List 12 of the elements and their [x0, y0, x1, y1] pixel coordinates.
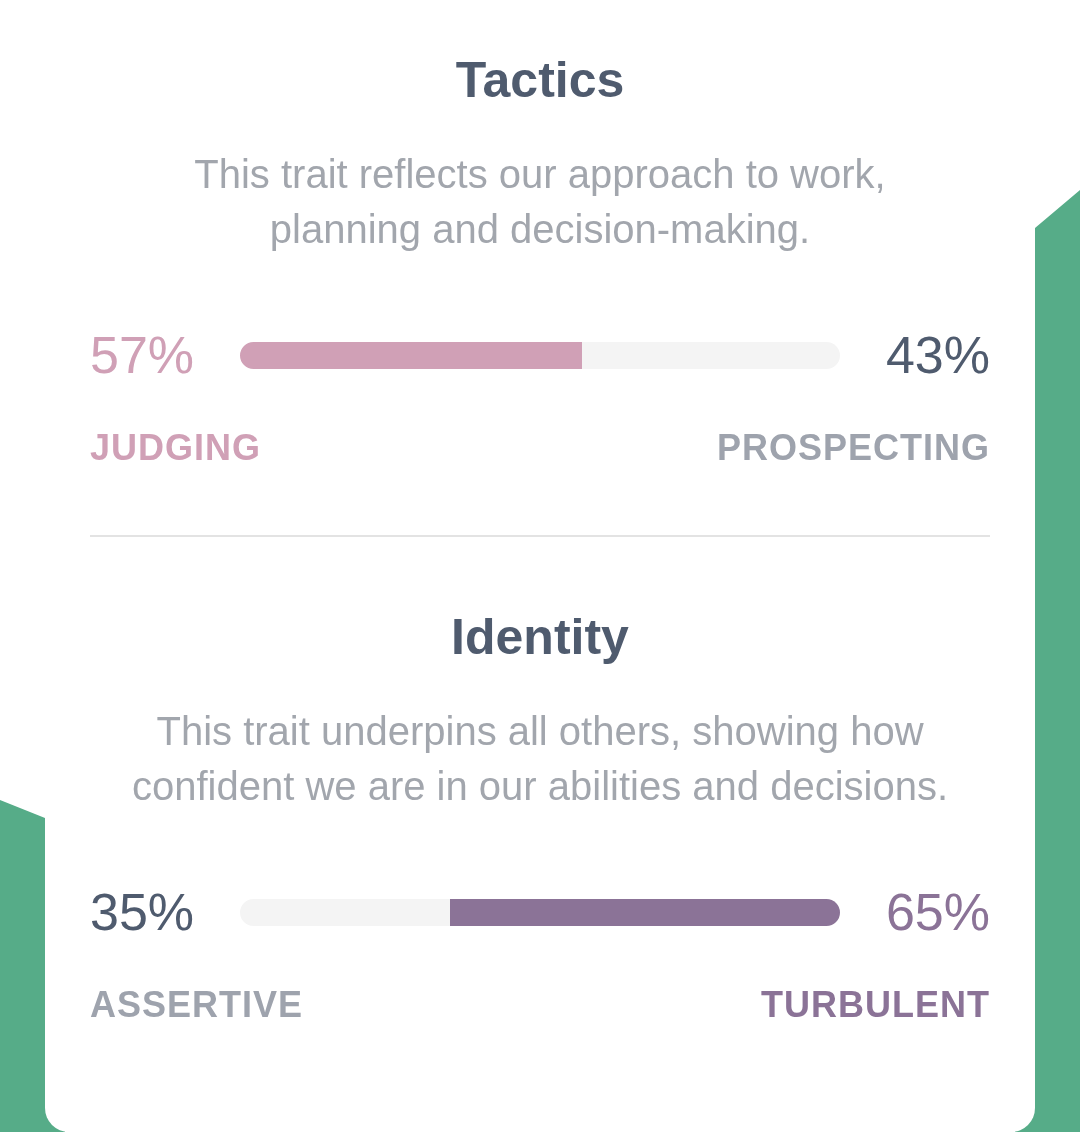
data-label: 35% [90, 882, 195, 942]
chart-title: Identity [450, 608, 630, 667]
chart-subtitle: This trait reflects our approach to work, planning and decision-making. [193, 151, 887, 253]
data-label: 43% [885, 325, 990, 385]
data-label: 65% [885, 882, 990, 942]
chart-title: Tactics [454, 51, 626, 110]
series-label: JUDGING [90, 426, 262, 470]
chart-subtitle: This trait underpins all others, showing how confident we are in our abilities and decisions. [130, 708, 949, 810]
series-label: TURBULENT [761, 983, 990, 1027]
series-label: ASSERTIVE [90, 983, 304, 1027]
series-label: PROSPECTING [716, 426, 990, 470]
data-label: 57% [90, 325, 195, 385]
